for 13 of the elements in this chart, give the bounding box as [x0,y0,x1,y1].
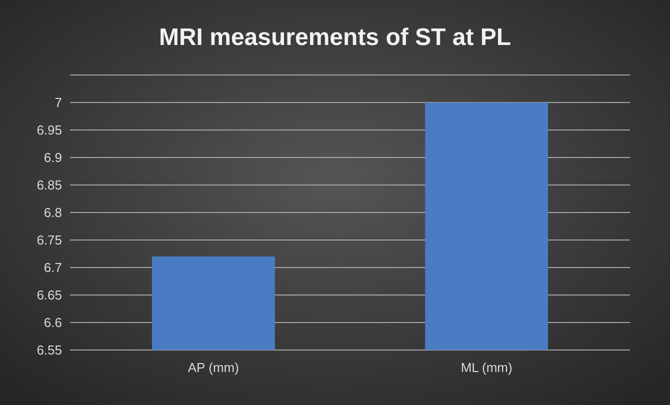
x-tick-label: ML (mm) [460,360,512,375]
y-tick-label: 6.55 [36,342,62,358]
y-tick-label: 6.7 [44,260,62,276]
y-tick-label: 6.75 [36,232,62,248]
x-tick-label: AP (mm) [188,360,239,375]
y-tick-label: 6.6 [44,315,62,330]
y-tick-label: 6.95 [36,122,62,138]
chart-title: MRI measurements of ST at PL [158,24,512,51]
y-tick-label: 6.85 [36,178,62,193]
y-tick-label: 6.65 [36,288,62,303]
y-tick-label: 6.8 [44,205,62,220]
y-tick-label: 6.9 [44,150,62,166]
y-tick-label: 7 [54,95,62,110]
